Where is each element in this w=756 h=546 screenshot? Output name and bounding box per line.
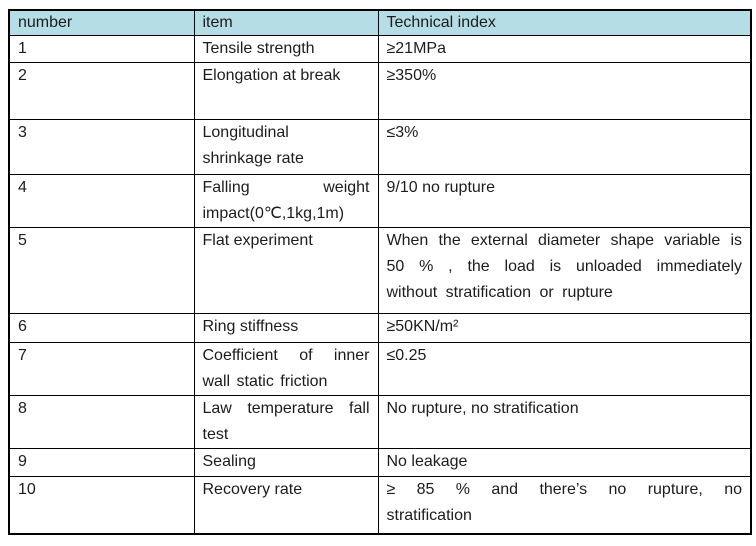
column-header-item: item	[193, 9, 379, 36]
technical-index-cell: No rupture, no stratification	[377, 395, 752, 449]
table-row: 6 Ring stiffness ≥50KN/m²	[8, 313, 752, 343]
technical-index-cell: When the external diameter shape variabl…	[377, 227, 752, 314]
row-number-cell: 1	[8, 35, 195, 63]
technical-index-cell: 9/10 no rupture	[377, 174, 752, 228]
technical-index-cell: ≥350%	[377, 62, 752, 120]
item-cell: Falling weight impact(0℃,1kg,1m)	[193, 174, 379, 228]
table-row: 1 Tensile strength ≥21MPa	[8, 35, 752, 63]
item-cell: Elongation at break	[193, 62, 379, 120]
item-cell: Coefficient of inner wall static frictio…	[193, 342, 379, 396]
table-row: 10 Recovery rate ≥ 85 % and there’s no rup…	[8, 476, 752, 534]
technical-index-cell: ≤3%	[377, 119, 752, 175]
table-row: 7 Coefficient of inner wall static fricti…	[8, 342, 752, 396]
table-header: number item Technical index	[8, 9, 752, 36]
column-header-technical-index: Technical index	[377, 9, 752, 36]
item-cell: Longitudinal shrinkage rate	[193, 119, 379, 175]
header-row: number item Technical index	[8, 9, 752, 36]
table-row: 9 Sealing No leakage	[8, 448, 752, 477]
item-cell: Flat experiment	[193, 227, 379, 314]
row-number-cell: 9	[8, 448, 195, 477]
table-row: 3 Longitudinal shrinkage rate ≤3%	[8, 119, 752, 175]
item-cell: Recovery rate	[193, 476, 379, 534]
technical-index-cell: ≥50KN/m²	[377, 313, 752, 343]
row-number-cell: 8	[8, 395, 195, 449]
item-cell: Tensile strength	[193, 35, 379, 63]
technical-index-cell: ≥21MPa	[377, 35, 752, 63]
item-cell: Ring stiffness	[193, 313, 379, 343]
table-body: 1 Tensile strength ≥21MPa 2 Elongation at br…	[8, 35, 752, 534]
row-number-cell: 2	[8, 62, 195, 120]
row-number-cell: 3	[8, 119, 195, 175]
table-row: 5 Flat experiment When the external diamet…	[8, 227, 752, 314]
row-number-cell: 7	[8, 342, 195, 396]
table-row: 2 Elongation at break ≥350%	[8, 62, 752, 120]
item-cell: Sealing	[193, 448, 379, 477]
column-header-number: number	[8, 9, 195, 36]
item-cell: Law temperature fall test	[193, 395, 379, 449]
technical-index-cell: ≤0.25	[377, 342, 752, 396]
table-row: 4 Falling weight impact(0℃,1kg,1m) 9/10 no…	[8, 174, 752, 228]
technical-index-cell: No leakage	[377, 448, 752, 477]
technical-index-cell: ≥ 85 % and there’s no rupture, no strati…	[377, 476, 752, 534]
row-number-cell: 5	[8, 227, 195, 314]
technical-index-table: number item Technical index 1 Tensile str…	[8, 9, 752, 535]
table-row: 8 Law temperature fall test No rupture, no…	[8, 395, 752, 449]
row-number-cell: 4	[8, 174, 195, 228]
row-number-cell: 6	[8, 313, 195, 343]
row-number-cell: 10	[8, 476, 195, 534]
